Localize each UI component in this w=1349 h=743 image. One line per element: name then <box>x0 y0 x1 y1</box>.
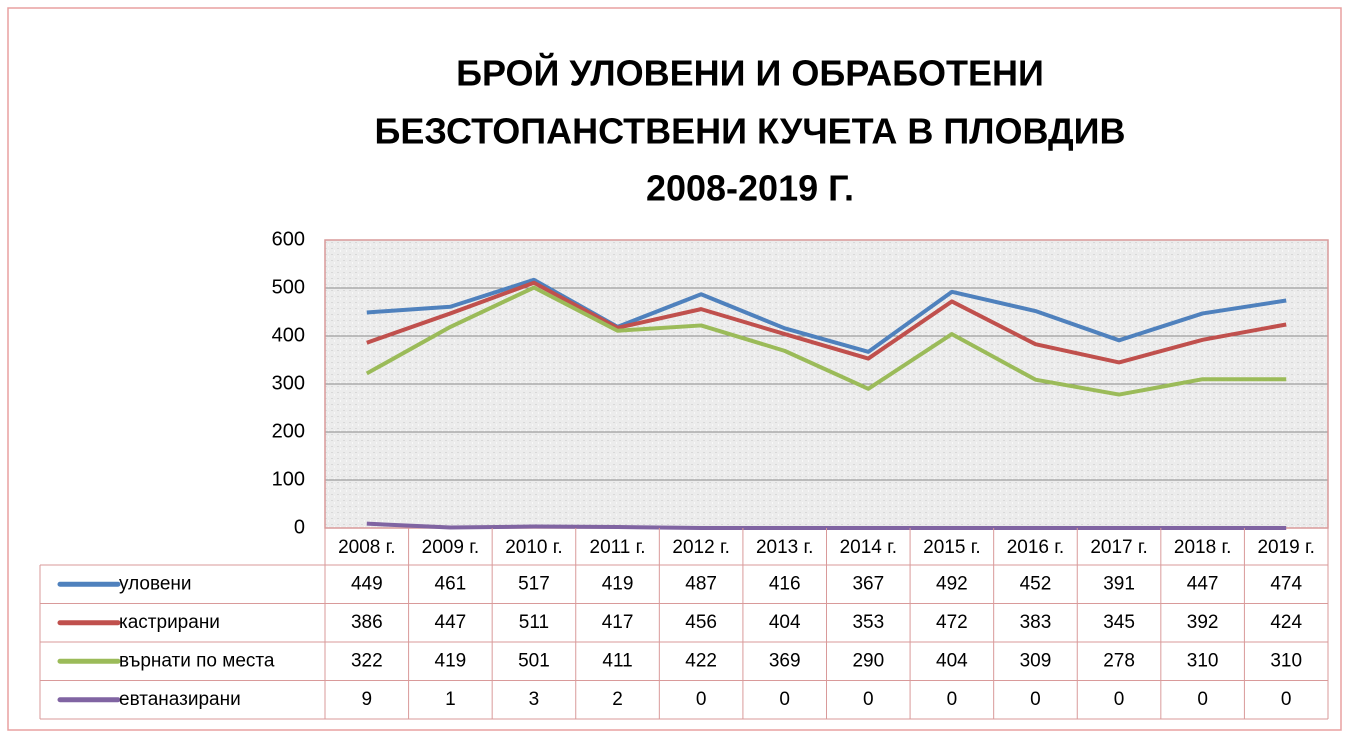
series-line <box>366 277 1287 354</box>
table-value: 3 <box>529 689 540 710</box>
table-value: 0 <box>1281 689 1292 710</box>
table-value: 369 <box>769 650 801 671</box>
table-value: 353 <box>852 612 884 633</box>
x-tick-label: 2017 г. <box>1090 537 1147 558</box>
table-value: 416 <box>769 573 801 594</box>
table-value: 310 <box>1187 650 1219 671</box>
legend-label: върнати по места <box>119 650 275 671</box>
x-tick-label: 2008 г. <box>338 537 395 558</box>
x-tick-label: 2010 г. <box>505 537 562 558</box>
table-value: 367 <box>852 573 884 594</box>
table-value: 487 <box>685 573 717 594</box>
table-value: 456 <box>685 612 717 633</box>
y-tick-label: 300 <box>272 372 305 394</box>
table-value: 474 <box>1270 573 1302 594</box>
series-line <box>366 280 1287 365</box>
table-value: 278 <box>1103 650 1135 671</box>
chart-title: 2008-2019 Г. <box>646 168 854 209</box>
y-tick-label: 400 <box>272 324 305 346</box>
y-tick-label: 100 <box>272 468 305 490</box>
table-value: 290 <box>852 650 884 671</box>
table-value: 310 <box>1270 650 1302 671</box>
table-value: 411 <box>602 650 632 671</box>
legend-label: кастрирани <box>119 612 220 633</box>
table-value: 322 <box>351 650 383 671</box>
y-tick-label: 200 <box>272 420 305 442</box>
table-value: 461 <box>435 573 467 594</box>
table-value: 0 <box>779 689 790 710</box>
table-value: 0 <box>1197 689 1208 710</box>
table-value: 0 <box>1114 689 1125 710</box>
table-value: 392 <box>1187 612 1219 633</box>
x-tick-label: 2013 г. <box>756 537 813 558</box>
table-value: 419 <box>435 650 467 671</box>
x-tick-label: 2011 г. <box>590 537 646 558</box>
series-line <box>365 285 1287 397</box>
table-value: 419 <box>602 573 634 594</box>
table-value: 0 <box>696 689 707 710</box>
table-value: 0 <box>947 689 958 710</box>
table-value: 417 <box>602 612 634 633</box>
table-value: 492 <box>936 573 968 594</box>
table-value: 386 <box>351 612 383 633</box>
legend-label: уловени <box>119 573 192 594</box>
table-value: 1 <box>445 689 456 710</box>
x-tick-label: 2014 г. <box>840 537 897 558</box>
legend-label: евтаназирани <box>119 689 241 710</box>
table-value: 0 <box>863 689 874 710</box>
table-value: 447 <box>435 612 467 633</box>
x-tick-label: 2019 г. <box>1257 537 1314 558</box>
table-value: 309 <box>1020 650 1052 671</box>
y-tick-label: 500 <box>272 276 305 298</box>
x-tick-label: 2012 г. <box>672 537 729 558</box>
table-value: 452 <box>1020 573 1052 594</box>
table-value: 422 <box>685 650 717 671</box>
x-tick-label: 2015 г. <box>923 537 980 558</box>
table-value: 9 <box>362 689 373 710</box>
y-tick-label: 600 <box>272 228 305 250</box>
x-tick-label: 2009 г. <box>422 537 479 558</box>
x-tick-label: 2018 г. <box>1174 537 1231 558</box>
chart-title: БЕЗСТОПАНСТВЕНИ КУЧЕТА В ПЛОВДИВ <box>374 111 1125 152</box>
table-value: 501 <box>518 650 550 671</box>
table-value: 511 <box>519 612 549 633</box>
table-value: 404 <box>936 650 968 671</box>
table-value: 404 <box>769 612 801 633</box>
table-value: 345 <box>1103 612 1135 633</box>
table-value: 447 <box>1187 573 1219 594</box>
table-value: 424 <box>1270 612 1302 633</box>
table-value: 2 <box>612 689 623 710</box>
table-value: 472 <box>936 612 968 633</box>
chart-title: БРОЙ УЛОВЕНИ И ОБРАБОТЕНИ <box>456 52 1044 94</box>
y-tick-label: 0 <box>294 516 305 538</box>
table-value: 391 <box>1103 573 1135 594</box>
x-tick-label: 2016 г. <box>1007 537 1064 558</box>
table-value: 0 <box>1030 689 1041 710</box>
table-value: 517 <box>518 573 550 594</box>
table-value: 449 <box>351 573 383 594</box>
table-value: 383 <box>1020 612 1052 633</box>
